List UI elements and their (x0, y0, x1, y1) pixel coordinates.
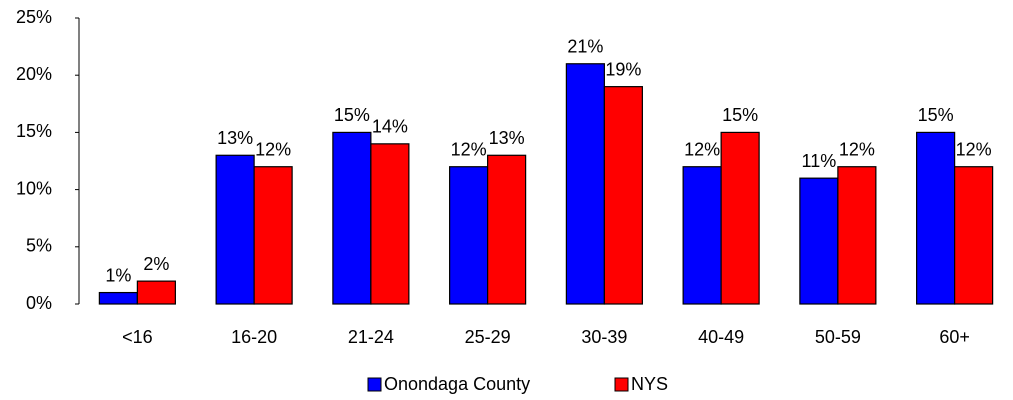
bar (215, 154, 255, 305)
bar (682, 166, 722, 305)
data-label: 19% (605, 59, 641, 79)
bar (449, 166, 489, 305)
legend-label: NYS (631, 374, 668, 394)
data-label: 15% (918, 105, 954, 125)
bar (332, 131, 372, 305)
data-label: 13% (489, 128, 525, 148)
bar (565, 63, 605, 305)
data-label: 11% (802, 151, 837, 171)
bar (916, 131, 956, 305)
legend-label: Onondaga County (384, 374, 530, 394)
data-label: 2% (143, 254, 169, 274)
legend-swatch (614, 377, 629, 392)
y-tick-label: 5% (26, 236, 52, 256)
x-tick-label: 21-24 (348, 327, 394, 347)
bar (370, 143, 410, 305)
y-tick-label: 10% (16, 178, 52, 198)
data-label: 1% (105, 265, 131, 285)
data-label: 15% (722, 105, 758, 125)
data-label: 12% (451, 139, 487, 159)
y-tick-label: 20% (16, 64, 52, 84)
data-label: 13% (217, 128, 253, 148)
y-tick-label: 25% (16, 7, 52, 27)
bar (603, 86, 643, 305)
bar (799, 177, 839, 305)
bar (253, 166, 293, 305)
x-tick-label: 25-29 (465, 327, 511, 347)
x-tick-label: 40-49 (698, 327, 744, 347)
x-tick-label: 60+ (939, 327, 970, 347)
data-label: 12% (255, 139, 291, 159)
bar (954, 166, 994, 305)
y-tick-label: 0% (26, 293, 52, 313)
x-tick-label: <16 (122, 327, 153, 347)
data-label: 21% (567, 37, 603, 57)
bar (837, 166, 877, 305)
data-label: 12% (956, 139, 992, 159)
data-label: 12% (839, 139, 875, 159)
y-tick-label: 15% (16, 121, 52, 141)
data-label: 12% (684, 139, 720, 159)
bar (720, 131, 760, 305)
legend-swatch (367, 377, 382, 392)
x-tick-label: 30-39 (581, 327, 627, 347)
bar (98, 291, 138, 305)
bar (487, 154, 527, 305)
x-tick-label: 50-59 (815, 327, 861, 347)
data-label: 15% (334, 105, 370, 125)
bar (136, 280, 176, 305)
x-tick-label: 16-20 (231, 327, 277, 347)
data-label: 14% (372, 117, 408, 137)
